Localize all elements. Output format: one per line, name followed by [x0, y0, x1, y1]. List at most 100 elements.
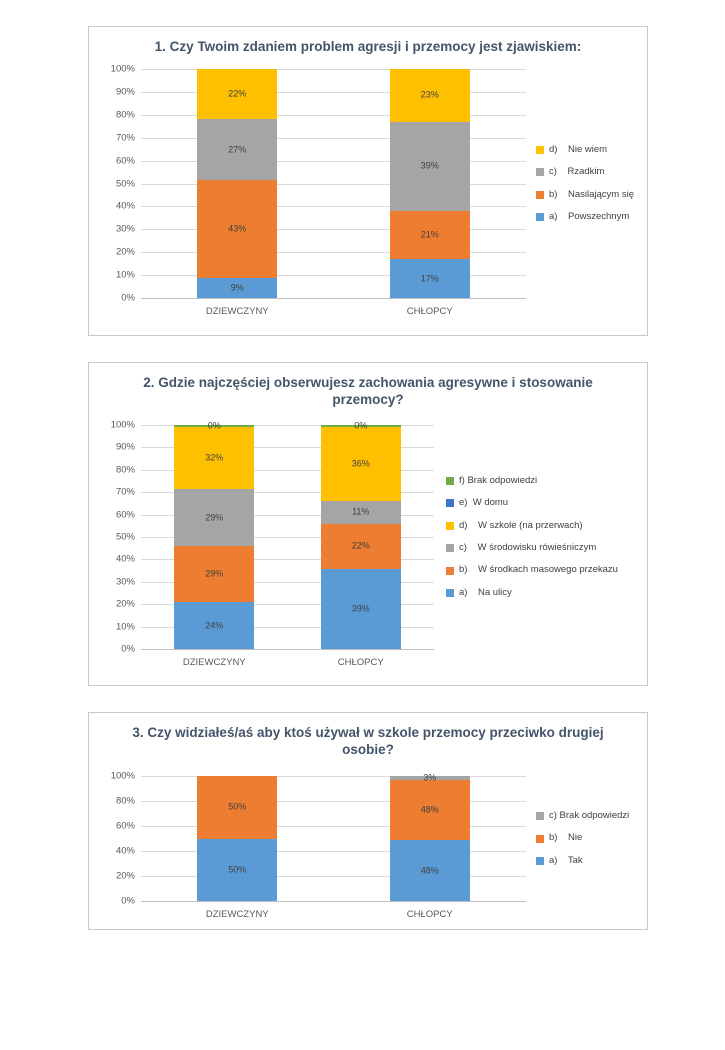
stacked-bar: 17% 21% 39% 23% — [389, 69, 470, 298]
legend-item: c) Brak odpowiedzi — [536, 810, 644, 821]
bar-segment: 32% — [174, 426, 255, 490]
gridline — [141, 514, 434, 516]
chart-1-x-axis: DZIEWCZYNY CHŁOPCY — [141, 306, 526, 317]
y-tick-label: 40% — [115, 200, 135, 212]
gridline — [141, 137, 526, 139]
chart-3-title: 3. Czy widziałeś/aś aby ktoś używał w sz… — [89, 725, 647, 759]
legend-label: c) W środowisku rówieśniczym — [459, 542, 597, 553]
gridline — [141, 160, 526, 162]
data-label: 48% — [420, 865, 439, 876]
legend-item: c) W środowisku rówieśniczym — [446, 542, 644, 553]
bar-slot: 17% 21% 39% 23% — [334, 69, 527, 298]
category-label: CHŁOPCY — [337, 657, 384, 668]
data-label: 50% — [228, 801, 247, 812]
legend-label: c) Rzadkim — [549, 166, 605, 178]
gridline — [141, 229, 526, 231]
bar-segment: 17% — [389, 259, 470, 298]
gridline — [141, 91, 526, 93]
y-tick-label: 80% — [115, 795, 135, 807]
y-tick-label: 0% — [121, 895, 135, 907]
gridline — [141, 776, 526, 777]
chart-3-title-text: 3. Czy widziałeś/aś aby ktoś używał w sz… — [132, 725, 604, 757]
x-axis-line — [141, 901, 526, 902]
chart-2-plot-area: 24% 29% 29% 32% 0% 39% 22% 11% 36% 0% — [141, 421, 435, 650]
bar-slot: 9% 43% 27% 22% — [141, 69, 334, 298]
data-label: 43% — [228, 223, 247, 234]
legend-item: f) Brak odpowiedzi — [446, 475, 644, 486]
chart-1-legend: d) Nie wiem c) Rzadkim b) Nasilającym się a… — [536, 69, 644, 298]
gridline — [141, 559, 434, 561]
bar-segment: 9% — [197, 277, 278, 298]
bar-segment: 43% — [197, 180, 278, 278]
gridline — [141, 826, 526, 827]
chart-1-title-text: 1. Czy Twoim zdaniem problem agresji i p… — [154, 39, 582, 54]
y-tick-label: 40% — [115, 553, 135, 565]
legend-swatch — [446, 589, 454, 598]
legend-label: b) Nasilającym się — [549, 188, 634, 200]
data-label: 39% — [351, 603, 370, 614]
data-label: 11% — [352, 506, 370, 517]
bar-slot: 50% 50% — [141, 776, 334, 901]
data-label: 50% — [228, 864, 247, 875]
y-tick-label: 0% — [121, 643, 135, 655]
gridline — [141, 183, 526, 185]
bar-segment: 36% — [320, 427, 401, 502]
legend-label: e) W domu — [459, 497, 509, 509]
legend-swatch — [536, 145, 544, 154]
legend-item: e) W domu — [446, 497, 644, 509]
data-label: 0% — [354, 420, 368, 431]
chart-3-legend: c) Brak odpowiedzi b) Nie a) Tak — [536, 776, 644, 901]
chart-2: 2. Gdzie najczęściej obserwujesz zachowa… — [88, 362, 648, 686]
chart-1-plot-area: 9% 43% 27% 22% 17% 21% 39% 23% — [141, 69, 527, 299]
legend-swatch — [446, 566, 454, 575]
bar-segment: 0% — [174, 421, 255, 430]
chart-1-title: 1. Czy Twoim zdaniem problem agresji i p… — [89, 39, 647, 56]
chart-3-y-axis: 100% 80% 60% 40% 20% 0% — [89, 771, 135, 905]
stacked-bar: 39% 22% 11% 36% 0% — [320, 421, 401, 649]
bar-segment: 29% — [174, 545, 255, 603]
legend-item: c) Rzadkim — [536, 166, 644, 178]
data-label: 29% — [205, 568, 224, 579]
y-tick-label: 20% — [115, 246, 135, 258]
legend-item: d) Nie wiem — [536, 144, 644, 155]
survey-charts-page: { "palette": { "blue": "#5B9BD5", "orang… — [0, 26, 725, 1050]
legend-swatch — [446, 544, 454, 553]
y-tick-label: 10% — [115, 269, 135, 281]
bar-segment: 29% — [174, 489, 255, 546]
data-label: 9% — [230, 282, 244, 293]
data-label: 22% — [228, 88, 247, 99]
y-tick-label: 80% — [115, 464, 135, 476]
bar-segment: 21% — [389, 211, 470, 260]
legend-label: a) Na ulicy — [459, 586, 512, 598]
legend-swatch — [536, 190, 544, 199]
bar-segment: 3% — [389, 773, 470, 782]
category-label: CHŁOPCY — [406, 306, 453, 317]
bar-slot: 39% 22% 11% 36% 0% — [288, 421, 435, 649]
bar-segment: 23% — [389, 69, 470, 122]
data-label: 17% — [420, 273, 439, 284]
y-tick-label: 40% — [115, 845, 135, 857]
chart-3-plot-area: 50% 50% 48% 48% 3% — [141, 773, 527, 902]
category-label: DZIEWCZYNY — [205, 306, 269, 317]
legend-label: b) W środkach masowego przekazu — [459, 564, 618, 576]
y-tick-label: 20% — [115, 598, 135, 610]
y-tick-label: 70% — [115, 131, 135, 143]
legend-swatch — [536, 856, 544, 865]
y-tick-label: 0% — [121, 292, 135, 304]
bar-slot: 48% 48% 3% — [334, 773, 527, 901]
legend-swatch — [536, 213, 544, 222]
legend-item: b) W środkach masowego przekazu — [446, 564, 644, 576]
y-tick-label: 100% — [110, 419, 135, 431]
stacked-bar: 9% 43% 27% 22% — [197, 69, 278, 298]
chart-1: 1. Czy Twoim zdaniem problem agresji i p… — [88, 26, 648, 336]
legend-item: a) Powszechnym — [536, 210, 644, 222]
category-label: DZIEWCZYNY — [205, 909, 269, 920]
category-label: CHŁOPCY — [406, 909, 453, 920]
legend-label: a) Tak — [549, 854, 583, 866]
gridline — [141, 252, 526, 254]
legend-label: a) Powszechnym — [549, 210, 630, 222]
gridline — [141, 492, 434, 494]
y-tick-label: 10% — [115, 620, 135, 632]
y-tick-label: 60% — [115, 508, 135, 520]
data-label: 21% — [420, 229, 439, 240]
